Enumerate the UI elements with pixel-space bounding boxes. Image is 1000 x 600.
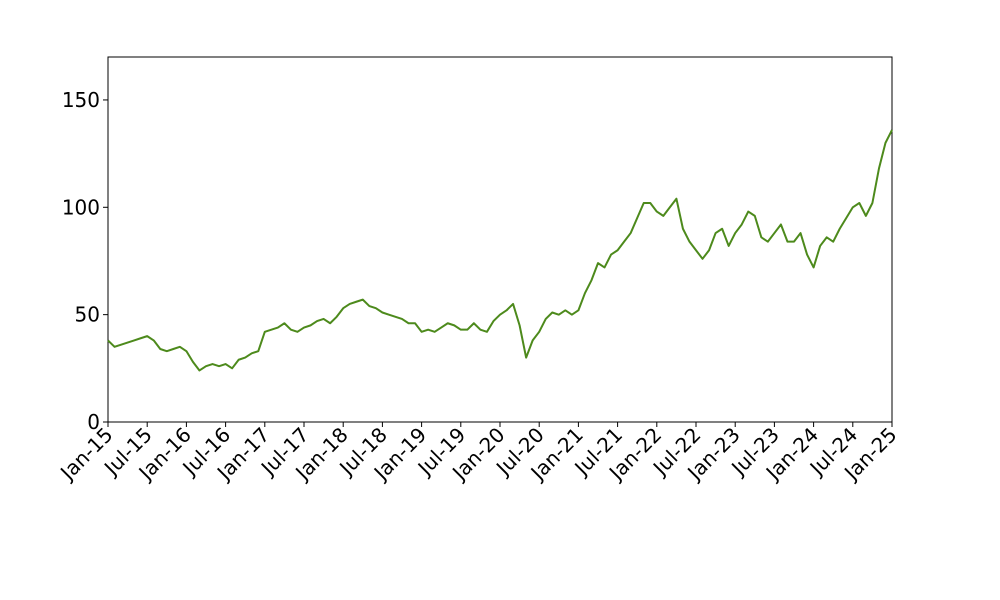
data-line <box>107 129 893 372</box>
y-tick-label: 150 <box>62 88 100 112</box>
y-tick-label: 100 <box>62 195 100 219</box>
y-tick-label: 50 <box>75 303 100 327</box>
y-tick-label: 0 <box>87 410 100 434</box>
plot-frame <box>107 56 893 423</box>
